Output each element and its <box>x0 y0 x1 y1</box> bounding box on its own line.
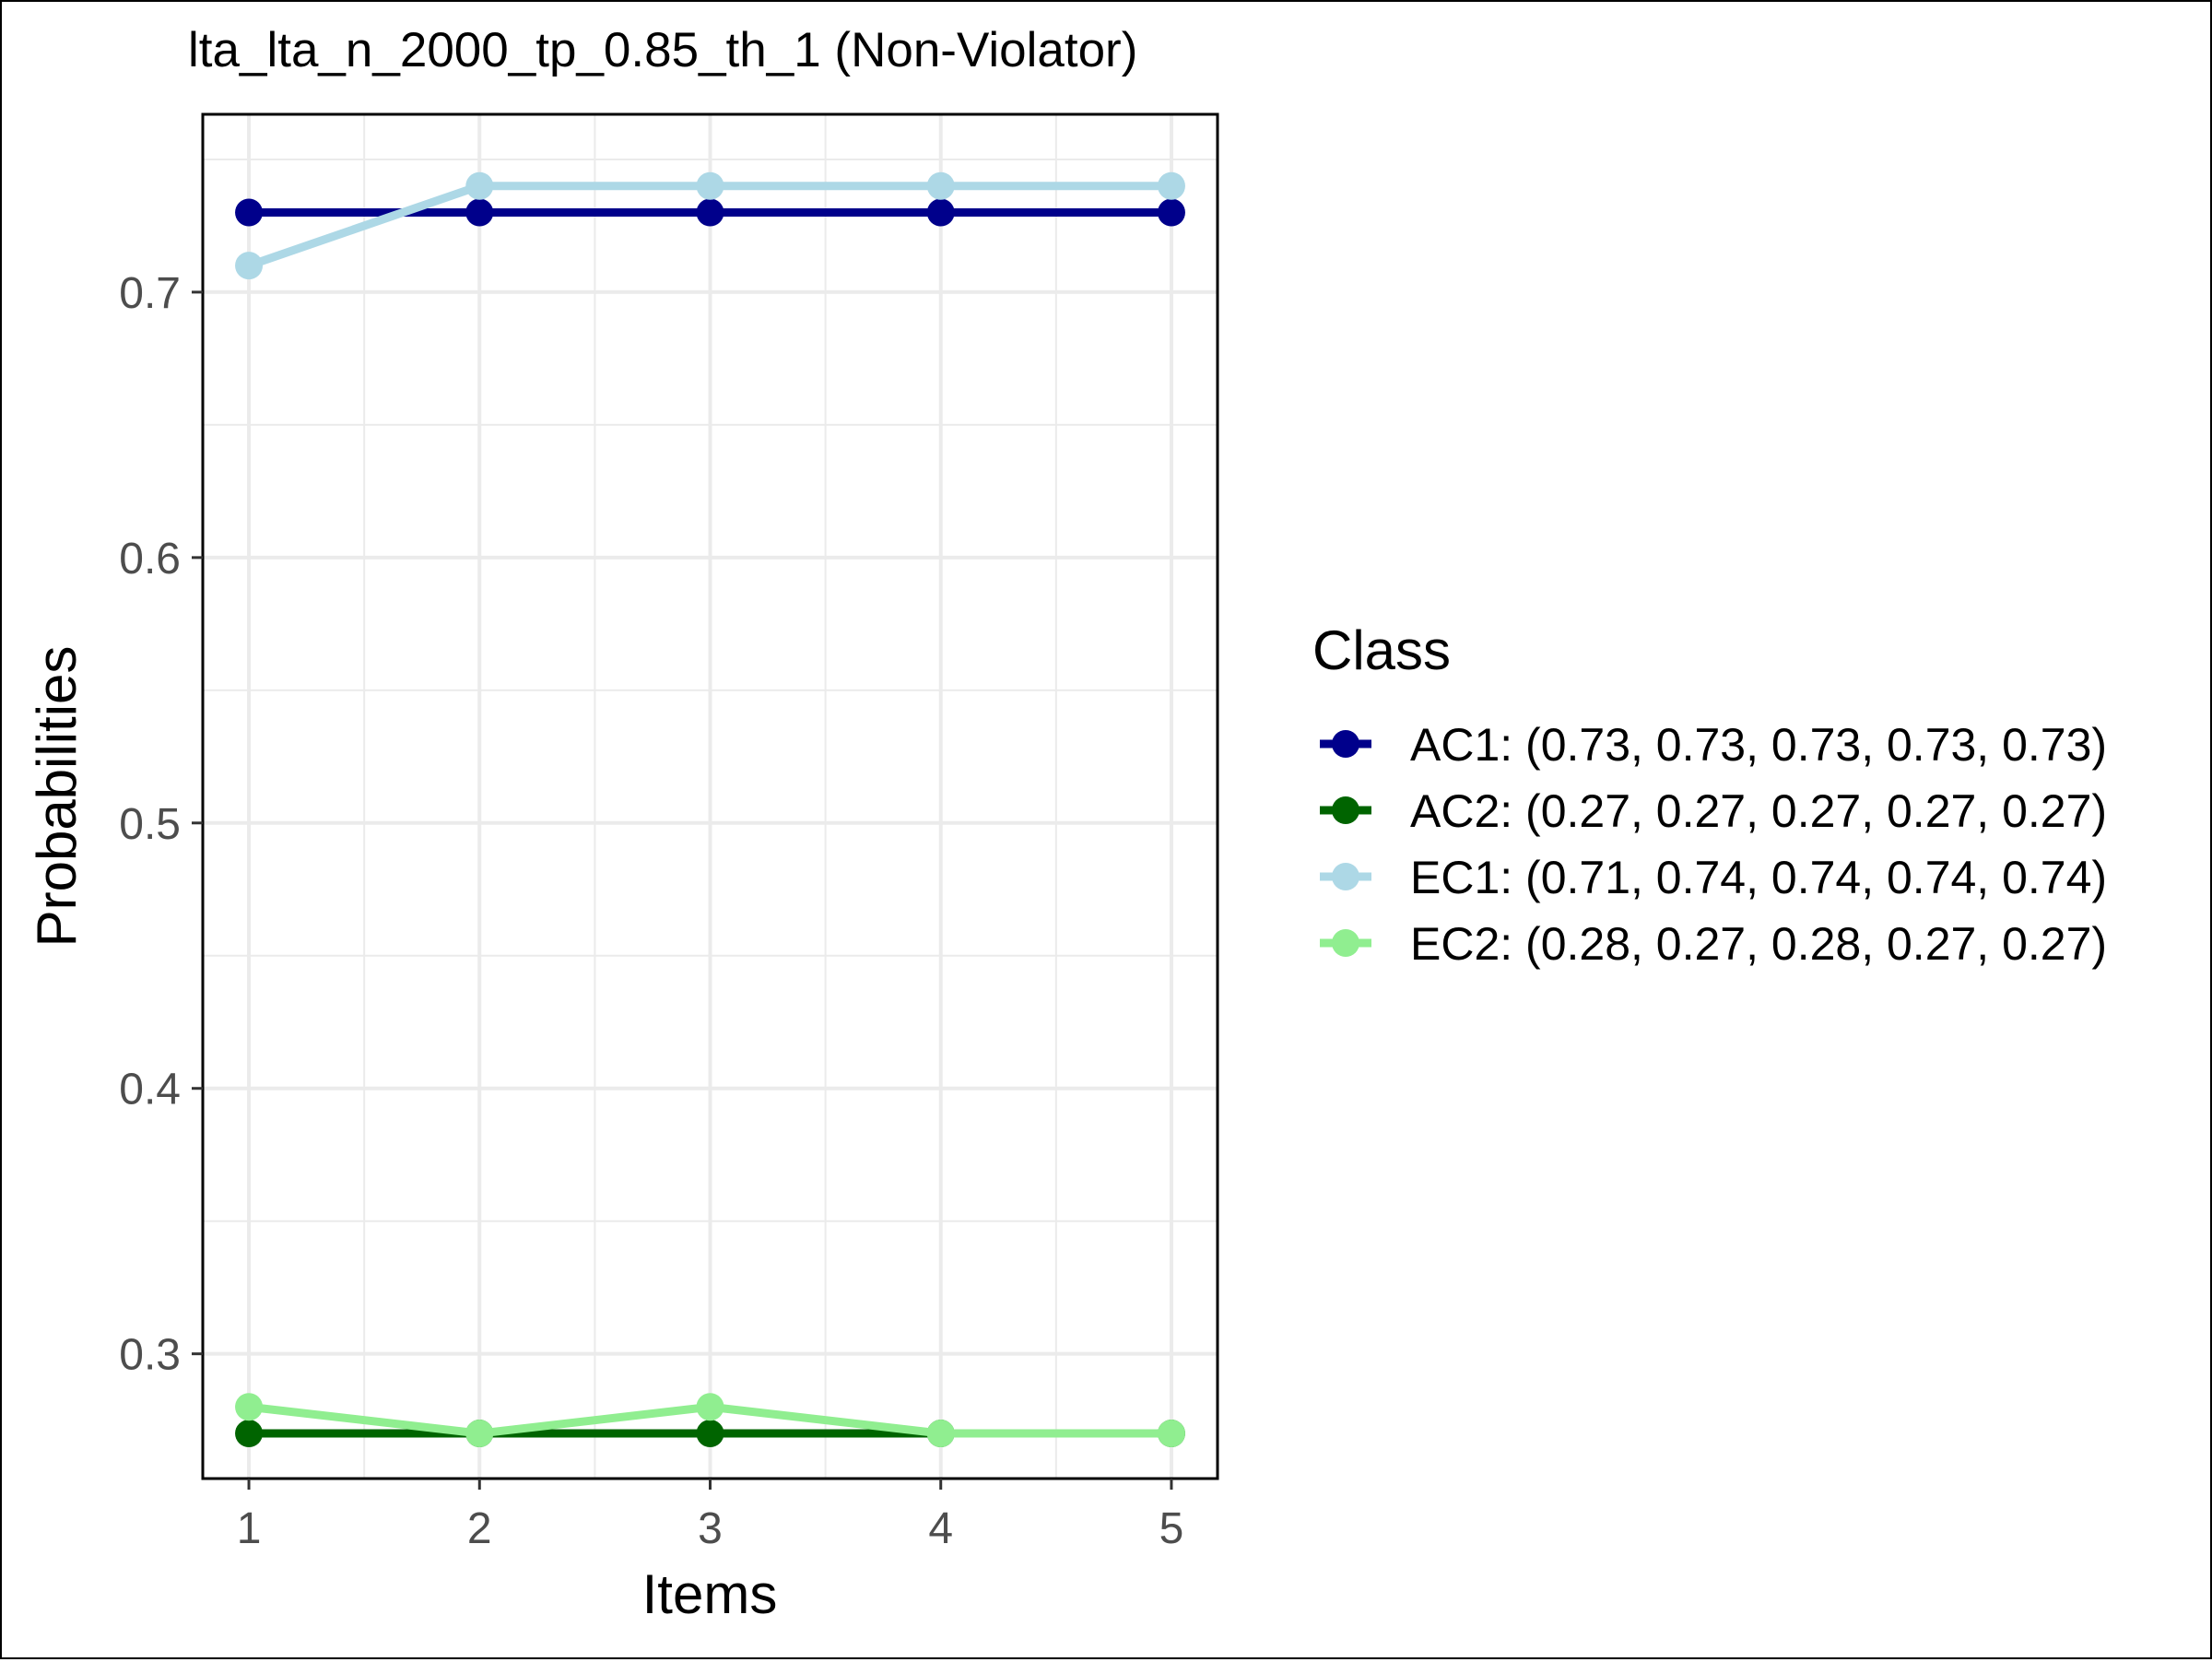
legend: Class AC1: (0.73, 0.73, 0.73, 0.73, 0.73… <box>1312 619 2107 970</box>
data-point-ac1 <box>926 198 955 227</box>
legend-label: EC1: (0.71, 0.74, 0.74, 0.74, 0.74) <box>1410 852 2107 903</box>
chart-title: lta_lta_n_2000_tp_0.85_th_1 (Non-Violato… <box>188 23 1137 77</box>
legend-item-ac2: AC2: (0.27, 0.27, 0.27, 0.27, 0.27) <box>1320 785 2107 837</box>
data-point-ec2 <box>696 1393 724 1421</box>
x-tick-label: 1 <box>237 1504 262 1553</box>
data-point-ec1 <box>696 171 724 200</box>
series-ec2 <box>235 1393 1185 1448</box>
legend-label: AC2: (0.27, 0.27, 0.27, 0.27, 0.27) <box>1410 785 2107 837</box>
data-point-ec1 <box>926 171 955 200</box>
y-tick-label: 0.7 <box>119 269 181 318</box>
y-axis-title: Probabilities <box>26 646 88 948</box>
data-point-ec1 <box>1157 171 1185 200</box>
data-point-ac2 <box>235 1420 264 1448</box>
x-tick-label: 3 <box>698 1504 723 1553</box>
data-point-ac1 <box>1157 198 1185 227</box>
y-tick-label: 0.5 <box>119 800 181 849</box>
x-tick-label: 2 <box>467 1504 492 1553</box>
data-point-ec2 <box>465 1420 494 1448</box>
x-axis-title: Items <box>642 1563 778 1625</box>
legend-item-ec2: EC2: (0.28, 0.27, 0.28, 0.27, 0.27) <box>1320 918 2107 970</box>
data-point-ec1 <box>235 252 264 280</box>
legend-label: AC1: (0.73, 0.73, 0.73, 0.73, 0.73) <box>1410 719 2107 771</box>
legend-key-point <box>1332 796 1359 824</box>
data-point-ec2 <box>926 1420 955 1448</box>
x-tick-label: 4 <box>928 1504 953 1553</box>
grid-layer <box>203 114 1218 1479</box>
legend-key-point <box>1332 730 1359 758</box>
data-point-ec2 <box>1157 1420 1185 1448</box>
legend-item-ac1: AC1: (0.73, 0.73, 0.73, 0.73, 0.73) <box>1320 719 2107 771</box>
axis-layer: 1 2 3 4 5 0.3 0.4 0.5 0.6 0.7 <box>119 269 1183 1553</box>
data-point-ac1 <box>696 198 724 227</box>
legend-title: Class <box>1312 619 1451 681</box>
legend-item-ec1: EC1: (0.71, 0.74, 0.74, 0.74, 0.74) <box>1320 852 2107 903</box>
series-ec1 <box>235 171 1185 280</box>
data-point-ec2 <box>235 1393 264 1421</box>
data-point-ac1 <box>465 198 494 227</box>
legend-key-point <box>1332 929 1359 957</box>
legend-key-point <box>1332 863 1359 890</box>
legend-label: EC2: (0.28, 0.27, 0.28, 0.27, 0.27) <box>1410 918 2107 970</box>
series-ac1 <box>235 198 1185 227</box>
y-tick-label: 0.3 <box>119 1331 181 1380</box>
legend-items: AC1: (0.73, 0.73, 0.73, 0.73, 0.73) AC2: … <box>1320 719 2107 970</box>
x-tick-label: 5 <box>1159 1504 1184 1553</box>
series-layer <box>235 171 1185 1448</box>
y-tick-label: 0.6 <box>119 535 181 583</box>
y-tick-label: 0.4 <box>119 1066 181 1114</box>
data-point-ac2 <box>696 1420 724 1448</box>
data-point-ac1 <box>235 198 264 227</box>
data-point-ec1 <box>465 171 494 200</box>
